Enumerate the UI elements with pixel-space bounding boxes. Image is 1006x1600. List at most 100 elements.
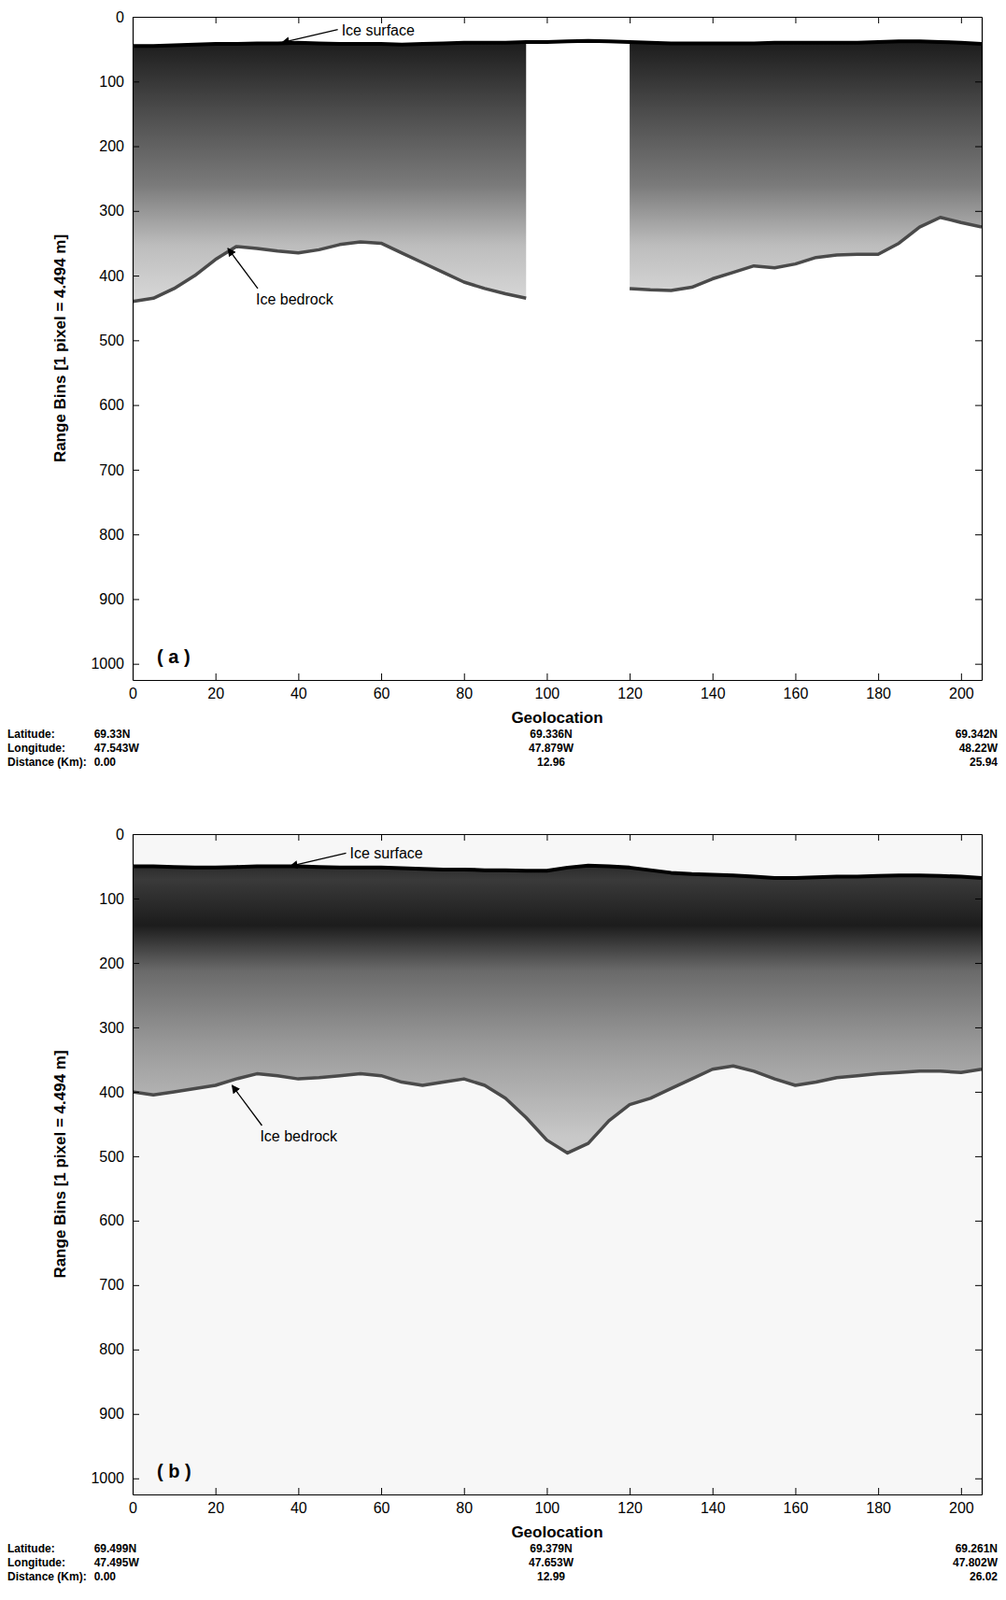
tick-mark xyxy=(961,16,963,24)
annotation: Ice bedrock xyxy=(255,291,335,308)
axis xyxy=(975,835,983,1496)
footer-value: 69.261N xyxy=(955,1542,998,1556)
tick-mark xyxy=(712,834,714,841)
annotation: Ice bedrock xyxy=(259,1128,339,1145)
tick: 800 xyxy=(99,526,140,543)
tick: 800 xyxy=(99,1341,140,1358)
tick-mark xyxy=(215,673,217,681)
tick xyxy=(546,834,548,841)
footer-value: 48.22W xyxy=(959,741,999,755)
tick: 160 xyxy=(783,673,809,702)
tick-mark xyxy=(975,1478,982,1480)
x-axis-title: Geolocation xyxy=(510,1523,603,1542)
tick-mark xyxy=(961,1487,963,1495)
tick xyxy=(975,146,982,148)
tick-mark xyxy=(215,834,217,841)
tick-mark xyxy=(961,673,963,681)
tick-mark xyxy=(629,16,631,24)
tick-mark xyxy=(132,963,140,964)
tick: 200 xyxy=(99,138,140,155)
axis xyxy=(133,16,983,24)
tick: 900 xyxy=(99,1405,140,1422)
tick xyxy=(961,834,963,841)
ice-surface-line xyxy=(132,41,982,47)
footer-value: 26.02 xyxy=(969,1570,998,1584)
tick-mark xyxy=(975,898,982,900)
tick-mark xyxy=(132,598,140,600)
tick-mark xyxy=(975,963,982,964)
tick: 120 xyxy=(617,1487,643,1517)
tick xyxy=(961,16,963,24)
tick-mark xyxy=(132,1285,140,1287)
tick xyxy=(464,834,466,841)
tick xyxy=(794,834,796,841)
tick: 120 xyxy=(617,673,643,702)
tick xyxy=(215,16,217,24)
tick: 400 xyxy=(99,268,140,284)
tick-mark xyxy=(546,16,548,24)
ice-body xyxy=(132,865,982,1154)
tick-label: 140 xyxy=(700,1500,726,1517)
tick: 700 xyxy=(99,461,140,478)
tick-mark xyxy=(132,16,140,18)
tick-mark xyxy=(975,469,982,471)
plot-background xyxy=(132,834,982,1495)
tick-mark xyxy=(132,898,140,900)
annotation-arrow xyxy=(289,852,346,866)
footer-value: 69.342N xyxy=(955,727,998,741)
panel: 0204060801001201401601802000100200300400… xyxy=(7,826,999,1584)
tick-label: 80 xyxy=(455,1500,473,1517)
axis-line xyxy=(981,835,983,1496)
axis-line xyxy=(133,1494,983,1496)
footer-value: 25.94 xyxy=(969,755,998,769)
tick xyxy=(975,405,982,407)
footer-value: 0.00 xyxy=(94,1570,117,1584)
tick-mark xyxy=(975,275,982,277)
tick-label: 0 xyxy=(128,685,138,702)
tick-mark xyxy=(546,1487,548,1495)
footer-label: Latitude: xyxy=(7,1542,56,1556)
tick-mark xyxy=(381,834,383,841)
tick-mark xyxy=(464,1487,466,1495)
tick-label: 100 xyxy=(99,73,125,90)
tick-label: 600 xyxy=(99,1212,125,1229)
tick-label: 300 xyxy=(99,202,125,219)
tick-mark xyxy=(132,1478,140,1480)
tick-mark xyxy=(215,16,217,24)
tick-label: 800 xyxy=(99,1341,125,1358)
tick: 400 xyxy=(99,1084,140,1101)
tick-mark xyxy=(975,1414,982,1416)
tick-mark xyxy=(132,146,140,148)
tick-mark xyxy=(975,1091,982,1093)
tick xyxy=(975,1478,982,1480)
tick-mark xyxy=(132,834,140,836)
tick-label: 1000 xyxy=(90,1470,125,1487)
tick xyxy=(297,16,299,24)
tick xyxy=(712,834,714,841)
tick xyxy=(975,1349,982,1351)
footer-value: 12.96 xyxy=(537,755,566,769)
axis xyxy=(133,834,983,841)
axis: 020406080100120140160180200 xyxy=(128,673,982,702)
plot-background xyxy=(132,16,982,681)
tick-mark xyxy=(132,81,140,83)
tick: 500 xyxy=(99,332,140,349)
tick-label: 700 xyxy=(99,461,125,478)
tick xyxy=(975,834,982,836)
tick-label: 800 xyxy=(99,526,125,543)
tick-mark xyxy=(132,1156,140,1158)
tick-label: 100 xyxy=(535,685,561,702)
axis xyxy=(975,17,983,681)
tick-mark xyxy=(975,211,982,213)
tick: 80 xyxy=(455,1487,473,1517)
tick-mark xyxy=(132,1220,140,1222)
axis-line xyxy=(133,834,983,836)
tick xyxy=(878,16,879,24)
tick: 600 xyxy=(99,396,140,413)
axis-line xyxy=(133,16,983,18)
tick-mark xyxy=(975,340,982,341)
geolocation-footer: Latitude:Longitude:Distance (Km):69.499N… xyxy=(7,1542,999,1584)
axis: 01002003004005006007008009001000 xyxy=(90,826,140,1496)
axis-line xyxy=(981,17,983,681)
tick-mark xyxy=(297,16,299,24)
